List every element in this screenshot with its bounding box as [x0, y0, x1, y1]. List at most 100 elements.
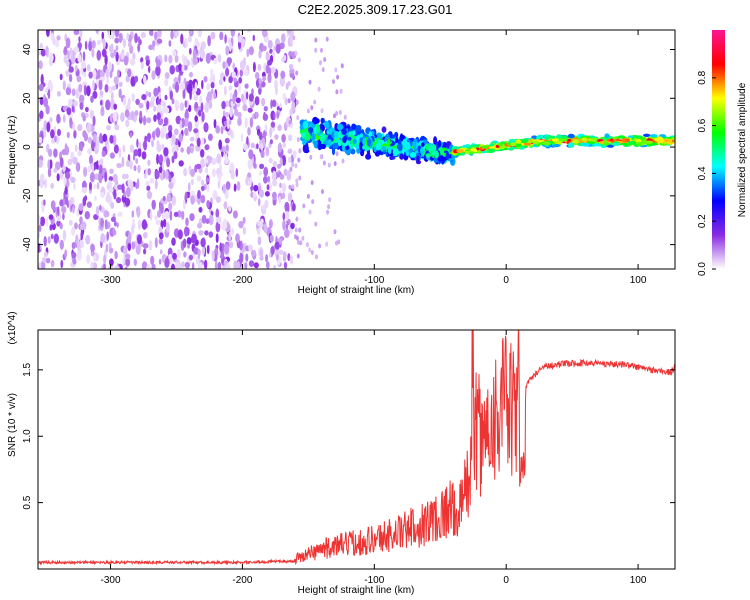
spectrogram-cell	[239, 60, 246, 71]
spectrogram-cell	[252, 61, 256, 73]
spectrogram-cell	[318, 243, 322, 249]
spectrogram-cell	[110, 202, 115, 209]
spectrogram-cell	[262, 130, 267, 137]
spectrogram-cell	[154, 179, 158, 190]
spectrogram-cell	[171, 237, 176, 246]
spectrogram-cell	[225, 100, 230, 108]
spectrogram-cell	[124, 109, 130, 118]
spectrogram-cell	[99, 204, 102, 211]
spectrogram-cell	[593, 143, 600, 147]
spectrogram-cell	[278, 249, 284, 256]
spectrogram-cell	[292, 150, 297, 159]
spectrogram-cell	[217, 179, 221, 189]
spectrogram-cell	[224, 137, 230, 144]
spectrogram-cell	[164, 94, 168, 101]
spectrogram-cell	[59, 222, 63, 230]
spectrogram-cell	[204, 144, 210, 151]
spectrogram-cell	[217, 261, 222, 269]
spectrogram-cell	[283, 54, 287, 62]
spectrogram-cell	[89, 172, 95, 183]
spectrogram-cell	[193, 94, 198, 101]
spectrogram-cell	[228, 206, 232, 212]
spectrogram-cell	[341, 158, 345, 164]
spectrogram-cell	[95, 139, 100, 151]
spectrogram-cell	[148, 91, 152, 98]
spectrogram-cell	[108, 44, 114, 53]
spectrogram-cell	[43, 236, 47, 247]
spectrogram-cell	[272, 199, 277, 206]
spectrogram-cell	[155, 65, 161, 77]
spectrogram-cell	[233, 183, 237, 192]
spectrogram-cell	[75, 64, 78, 72]
spectrogram-cell	[205, 52, 211, 64]
spectrogram-cell	[612, 142, 621, 146]
colorbar-tick-label: 0.8	[697, 70, 708, 84]
spectrogram-cell	[260, 218, 264, 224]
spectrogram-cell	[192, 262, 195, 269]
spectrogram-cell	[156, 153, 160, 165]
spectrogram-cell	[298, 148, 302, 154]
spectrogram-cell	[108, 86, 113, 94]
spectrogram-cell	[80, 230, 84, 241]
spectrogram-y-tick-label: 20	[22, 92, 33, 104]
spectrogram-cell	[93, 254, 96, 262]
spectrogram-cell	[288, 119, 292, 125]
spectrogram-cell	[284, 228, 290, 238]
spectrogram-cell	[582, 143, 590, 147]
spectrogram-cell	[122, 257, 125, 265]
spectrogram-cell	[336, 74, 340, 80]
spectrogram-cell	[116, 222, 119, 228]
spectrogram-cell	[248, 93, 254, 102]
spectrogram-cell	[92, 69, 97, 80]
spectrogram-cell	[175, 105, 179, 112]
spectrogram-cell	[61, 149, 67, 156]
spectrogram-cell	[222, 183, 226, 194]
spectrogram-cell	[181, 210, 185, 220]
spectrogram-cell	[244, 262, 248, 269]
spectrogram-y-tick-label: -40	[22, 237, 33, 252]
spectrogram-cell	[225, 181, 231, 190]
spectrogram-cell	[193, 128, 199, 134]
spectrogram-cell	[269, 234, 274, 243]
spectrogram-cell	[164, 257, 170, 269]
spectrogram-cell	[73, 130, 77, 139]
spectrogram-cell	[75, 164, 79, 171]
spectrogram-cell	[229, 92, 233, 100]
spectrogram-cell	[272, 160, 277, 168]
spectrogram-cell	[206, 91, 212, 103]
spectrogram-cell	[658, 139, 665, 143]
spectrogram-cell	[102, 38, 106, 49]
spectrogram-cell	[47, 88, 51, 100]
spectrogram-cell	[112, 227, 116, 236]
spectrogram-cell	[64, 249, 68, 258]
spectrogram-cell	[287, 253, 291, 262]
spectrogram-cell	[332, 79, 335, 85]
spectrogram-cell	[249, 176, 252, 188]
spectrogram-cell	[268, 181, 272, 192]
spectrogram-cell	[145, 180, 150, 186]
spectrogram-cell	[40, 48, 46, 57]
spectrogram-cell	[404, 141, 411, 150]
spectrogram-cell	[296, 239, 300, 245]
spectrogram-cell	[230, 170, 235, 180]
spectrogram-cell	[259, 248, 264, 259]
spectrogram-cell	[326, 209, 330, 215]
spectrogram-cell	[252, 192, 257, 198]
spectrogram-cell	[161, 125, 167, 134]
spectrogram-cell	[66, 107, 72, 116]
spectrogram-cell	[126, 32, 129, 41]
colorbar-tick-label: 0.6	[697, 118, 708, 132]
spectrogram-cell	[104, 171, 108, 183]
spectrogram-cell	[164, 210, 170, 220]
spectrogram-cell	[210, 31, 216, 40]
spectrogram-cell	[79, 94, 85, 102]
spectrogram-cell	[277, 124, 282, 131]
spectrogram-cell	[192, 57, 198, 65]
spectrogram-cell	[208, 231, 214, 238]
spectrogram-cell	[49, 159, 53, 170]
spectrogram-cell	[156, 112, 161, 121]
spectrogram-cell	[69, 47, 73, 56]
spectrogram-cell	[113, 144, 119, 154]
spectrogram-cell	[92, 79, 95, 90]
spectrogram-cell	[210, 88, 214, 95]
